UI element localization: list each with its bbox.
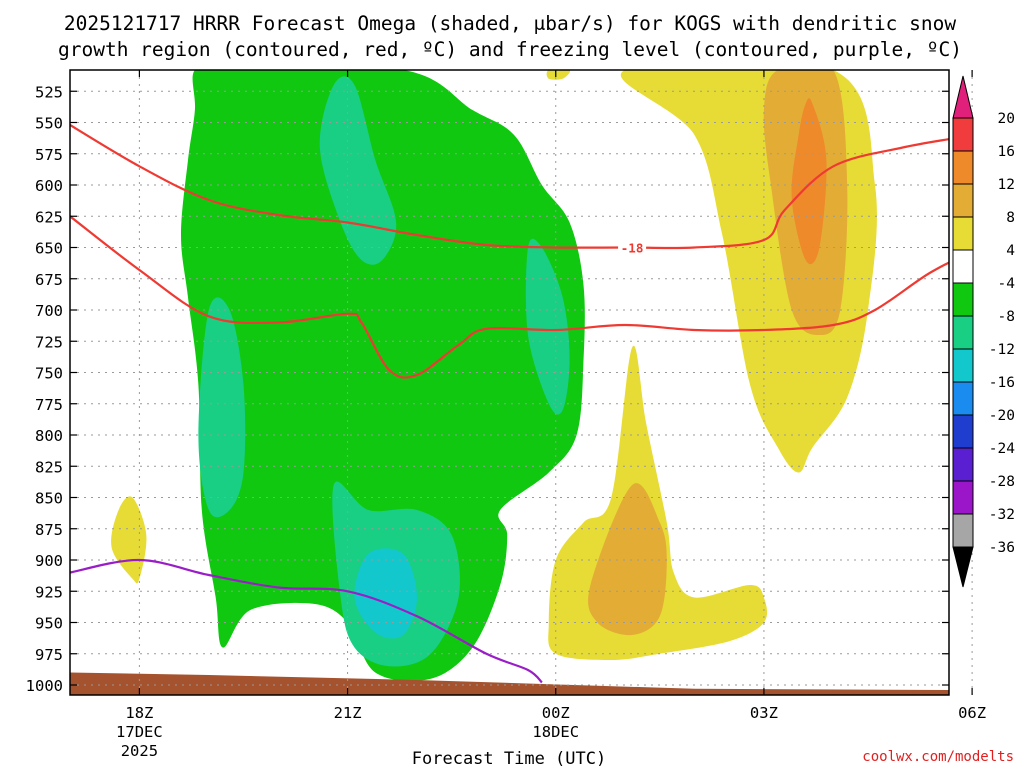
colorbar-label: -8 bbox=[998, 309, 1015, 325]
colorbar-label: 4 bbox=[1006, 243, 1015, 259]
colorbar-label: -28 bbox=[989, 474, 1015, 490]
colorbar-top-arrow bbox=[952, 75, 974, 119]
y-tick-label: 1000 bbox=[26, 677, 63, 695]
chart-title-line2: growth region (contoured, red, ºC) and f… bbox=[58, 38, 962, 61]
colorbar-bin bbox=[952, 447, 974, 482]
y-tick-label: 650 bbox=[35, 240, 63, 258]
colorbar-bin bbox=[952, 249, 974, 284]
x-tick-label: 18Z bbox=[125, 704, 153, 722]
colorbar-label: -16 bbox=[989, 375, 1015, 391]
y-axis-ticks: 525 550 575 600 625 650 675 700 725 750 775 800 825 8… bbox=[26, 83, 949, 695]
colorbar-bin bbox=[952, 480, 974, 515]
y-tick-label: 625 bbox=[35, 208, 63, 226]
dgz-contour-isotherm-minus-12-upper bbox=[70, 124, 949, 250]
y-tick-label: 700 bbox=[35, 302, 63, 320]
x-tick-label: 00Z bbox=[542, 704, 570, 722]
colorbar-bin bbox=[952, 150, 974, 185]
y-tick-label: 975 bbox=[35, 646, 63, 664]
colorbar: 20 16 12 8 4 -4 -8 -12 -16 -20 -24 -28 -32 -36 bbox=[952, 75, 1016, 588]
y-tick-label: 800 bbox=[35, 427, 63, 445]
dgz-label-background bbox=[618, 239, 647, 255]
x-tick-sublabel: 18DEC bbox=[532, 723, 579, 741]
chart-title-line1: 2025121717 HRRR Forecast Omega (shaded, … bbox=[64, 12, 956, 35]
colorbar-bin bbox=[952, 216, 974, 251]
dgz-contour-isotherm-minus-18 bbox=[70, 215, 949, 379]
y-tick-label: 825 bbox=[35, 458, 63, 476]
omega-region-upward-motion-cyan-core bbox=[354, 548, 417, 639]
y-tick-label: 850 bbox=[35, 490, 63, 508]
colorbar-bottom-arrow bbox=[952, 546, 974, 588]
omega-region-upward-motion-teal-right bbox=[525, 238, 570, 415]
y-tick-label: 750 bbox=[35, 365, 63, 383]
colorbar-label: -32 bbox=[989, 507, 1015, 523]
colorbar-bin bbox=[952, 315, 974, 350]
colorbar-bin bbox=[952, 381, 974, 416]
terrain-layer bbox=[70, 672, 949, 695]
x-tick-label: 21Z bbox=[334, 704, 362, 722]
contour-lines-layer: -18 bbox=[70, 124, 949, 684]
y-tick-label: 775 bbox=[35, 396, 63, 414]
terrain-fill bbox=[70, 672, 949, 695]
colorbar-bin bbox=[952, 117, 974, 152]
dgz-contour-label: -18 bbox=[621, 241, 644, 256]
colorbar-label: 8 bbox=[1006, 210, 1015, 226]
colorbar-label: 12 bbox=[998, 177, 1015, 193]
colorbar-label: -24 bbox=[989, 441, 1015, 457]
x-tick-label: 06Z bbox=[958, 704, 986, 722]
colorbar-bin bbox=[952, 183, 974, 218]
y-tick-label: 950 bbox=[35, 615, 63, 633]
colorbar-bin bbox=[952, 513, 974, 548]
colorbar-label: -4 bbox=[998, 276, 1016, 292]
x-axis-ticks: 18Z17DEC202521Z00Z18DEC03Z06Z09Z bbox=[116, 70, 986, 760]
credit-text: coolwx.com/modelts bbox=[862, 749, 1014, 765]
plot-frame bbox=[69, 69, 950, 696]
omega-region-downward-orange-core bbox=[791, 98, 827, 265]
omega-region-downward-gold-lower bbox=[588, 483, 667, 636]
y-tick-label: 550 bbox=[35, 115, 63, 133]
colorbar-bin bbox=[952, 348, 974, 383]
x-axis-label: Forecast Time (UTC) bbox=[412, 749, 606, 768]
x-tick-sublabel: 17DEC bbox=[116, 723, 163, 741]
omega-region-upward-motion-teal-left bbox=[198, 297, 246, 518]
omega-region-upward-motion-teal-upper bbox=[319, 76, 397, 265]
colorbar-label: -12 bbox=[989, 342, 1015, 358]
y-tick-label: 525 bbox=[35, 83, 63, 101]
freezing-level-freezing-level-left bbox=[70, 558, 543, 684]
y-tick-label: 575 bbox=[35, 146, 63, 164]
colorbar-label: 20 bbox=[998, 111, 1015, 127]
colorbar-label: -20 bbox=[989, 408, 1015, 424]
y-tick-label: 875 bbox=[35, 521, 63, 539]
x-tick-label: 03Z bbox=[750, 704, 778, 722]
colorbar-bin bbox=[952, 414, 974, 449]
omega-region-downward-yellow-h bbox=[546, 70, 571, 80]
x-tick-year-label: 2025 bbox=[121, 742, 158, 760]
y-tick-label: 675 bbox=[35, 271, 63, 289]
y-tick-label: 600 bbox=[35, 177, 63, 195]
y-tick-label: 900 bbox=[35, 552, 63, 570]
colorbar-label: 16 bbox=[998, 144, 1015, 160]
y-tick-label: 925 bbox=[35, 583, 63, 601]
y-tick-label: 725 bbox=[35, 333, 63, 351]
colorbar-bin bbox=[952, 282, 974, 317]
colorbar-label: -36 bbox=[989, 540, 1015, 556]
